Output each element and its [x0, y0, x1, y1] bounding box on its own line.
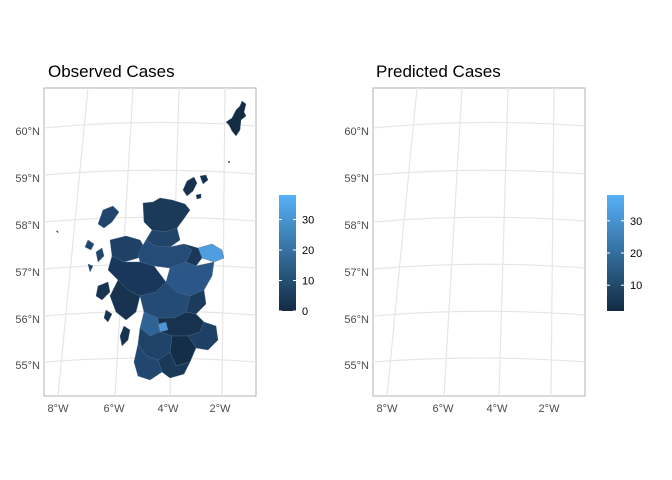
legend-tick-label: 20 [302, 245, 314, 257]
observed-title: Observed Cases [48, 62, 175, 81]
lat-label: 57°N [15, 267, 40, 279]
predicted-legend: 10 20 30 [607, 195, 642, 311]
predicted-panel-frame [372, 87, 586, 397]
predicted-graticule [373, 88, 585, 396]
lat-label: 60°N [344, 126, 369, 138]
lon-label: 2°W [539, 403, 561, 415]
predicted-colorbar [607, 195, 624, 311]
lon-label: 4°W [158, 403, 180, 415]
lat-label: 60°N [15, 126, 40, 138]
region-ayrshire [133, 343, 163, 381]
lat-label: 58°N [344, 220, 369, 232]
lon-label: 8°W [377, 403, 399, 415]
observed-lon-labels: 8°W 6°W 4°W 2°W [48, 403, 232, 415]
lat-label: 58°N [15, 220, 40, 232]
observed-map-panel: 60°N 59°N 58°N 57°N 56°N 55°N 8°W 6°W 4°… [15, 87, 314, 415]
region-caithness-sutherland [142, 197, 191, 233]
predicted-title: Predicted Cases [376, 62, 501, 81]
legend-tick-label: 10 [630, 280, 642, 292]
predicted-lon-labels: 8°W 6°W 4°W 2°W [377, 403, 561, 415]
observed-colorbar [279, 195, 296, 311]
observed-scotland-regions [55, 100, 247, 381]
predicted-map-panel: 60°N 59°N 58°N 57°N 56°N 55°N 8°W 6°W 4°… [344, 87, 642, 415]
predicted-lat-labels: 60°N 59°N 58°N 57°N 56°N 55°N [344, 126, 369, 372]
region-angus [185, 289, 207, 315]
observed-lat-labels: 60°N 59°N 58°N 57°N 56°N 55°N [15, 126, 40, 372]
region-shetland [225, 100, 247, 137]
lat-label: 59°N [344, 173, 369, 185]
lon-label: 2°W [210, 403, 232, 415]
region-argyll [109, 279, 141, 321]
lat-label: 56°N [344, 314, 369, 326]
lon-label: 4°W [487, 403, 509, 415]
lon-label: 8°W [48, 403, 70, 415]
legend-tick-label: 0 [302, 306, 308, 318]
region-glasgow [157, 321, 169, 333]
region-lewis [97, 205, 120, 229]
legend-tick-label: 20 [630, 248, 642, 260]
legend-tick-label: 30 [630, 216, 642, 228]
observed-legend: 0 10 20 30 [279, 195, 314, 318]
lat-label: 56°N [15, 314, 40, 326]
legend-tick-label: 30 [302, 214, 314, 226]
lat-label: 55°N [15, 360, 40, 372]
lon-label: 6°W [104, 403, 126, 415]
lat-label: 59°N [15, 173, 40, 185]
region-orkney [182, 176, 198, 197]
lon-label: 6°W [433, 403, 455, 415]
lat-label: 57°N [344, 267, 369, 279]
lat-label: 55°N [344, 360, 369, 372]
region-dumfries [157, 351, 191, 379]
legend-tick-label: 10 [302, 275, 314, 287]
region-borders-east [187, 321, 219, 351]
